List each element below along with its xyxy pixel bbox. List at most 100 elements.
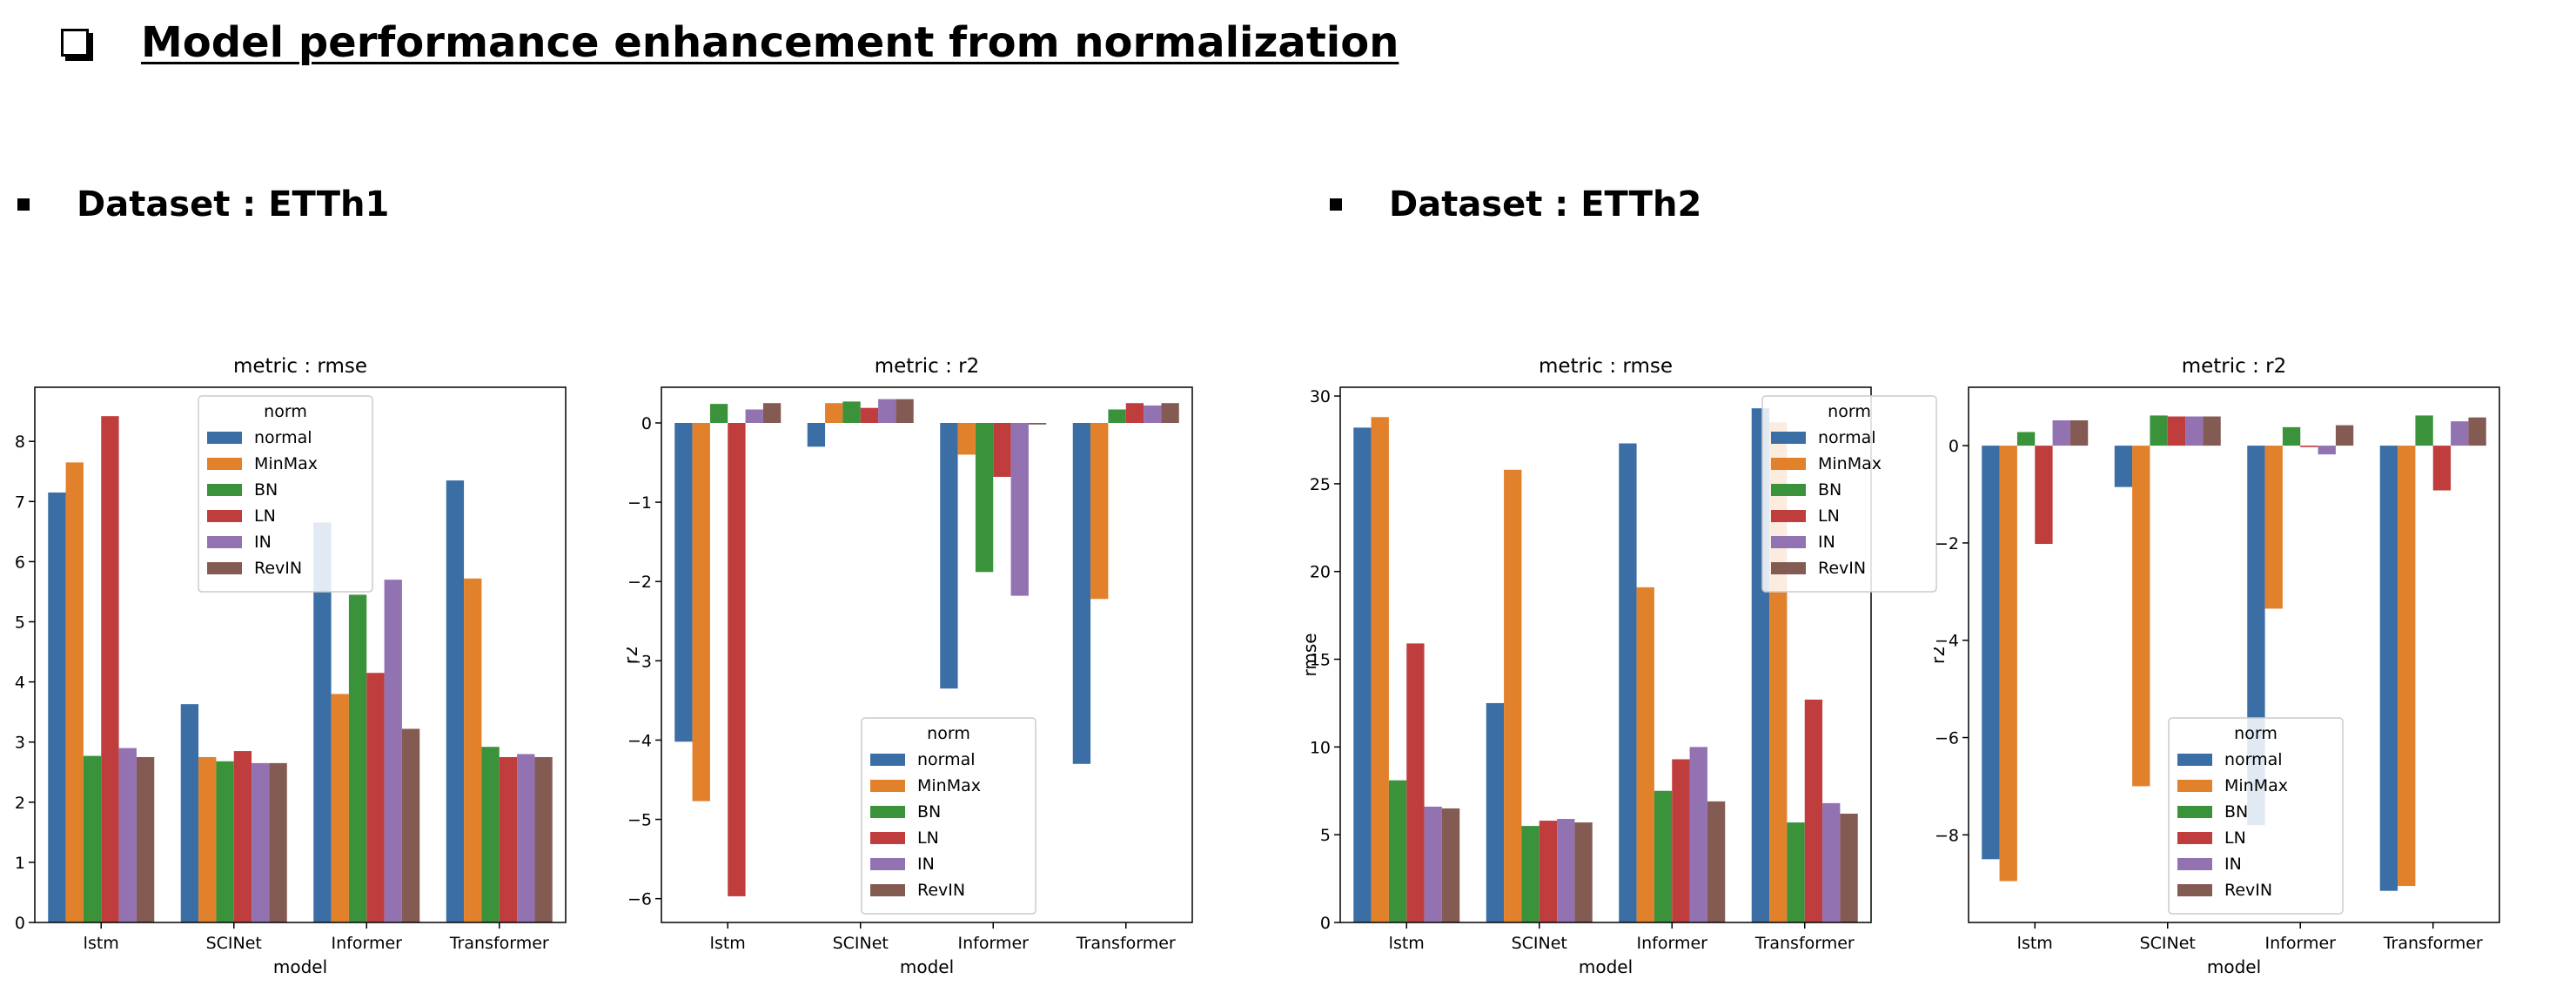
x-tick-label: SCINet xyxy=(206,934,262,953)
legend-swatch-normal xyxy=(2177,754,2212,766)
y-tick-label: −1 xyxy=(627,493,652,513)
x-tick-label: Transformer xyxy=(2383,934,2483,953)
legend-swatch-normal xyxy=(870,754,905,766)
legend-label-IN: IN xyxy=(1818,533,1835,552)
bar-BN-Informer xyxy=(348,594,367,922)
legend: norm normal MinMax BN LN IN RevIN xyxy=(861,717,1036,915)
section-label-etth1: Dataset : ETTh1 xyxy=(77,184,390,225)
y-tick-label: 7 xyxy=(15,493,25,512)
legend-label-MinMax: MinMax xyxy=(917,776,981,795)
bar-LN-Informer xyxy=(1672,759,1690,922)
y-tick-label: 0 xyxy=(15,914,25,933)
section-etth2: Dataset : ETTh2 xyxy=(1330,178,1701,231)
bar-LN-lstm xyxy=(101,416,119,922)
bar-IN-lstm xyxy=(2052,420,2070,446)
legend-swatch-LN xyxy=(870,832,905,844)
bar-LN-Informer xyxy=(993,423,1011,477)
legend: norm normal MinMax BN LN IN RevIN xyxy=(2168,717,2344,915)
bar-RevIN-Informer xyxy=(2335,425,2354,446)
chart-svg: metric : rmse 0 1 2 3 4 5 6 7 8 lstm SCINet Informer… xyxy=(15,355,567,977)
bar-IN-lstm xyxy=(1424,806,1442,922)
bar-IN-Transformer xyxy=(1822,802,1841,922)
legend-label-normal: normal xyxy=(917,750,976,769)
bar-LN-SCINet xyxy=(233,751,252,922)
legend-swatch-BN xyxy=(1771,484,1806,496)
legend-label-MinMax: MinMax xyxy=(254,454,318,473)
y-tick-label: −4 xyxy=(627,731,652,750)
chart-etth2-r2: metric : r2 −8 −6 −4 −2 0 lstm SCINet Informer Tr… xyxy=(1934,339,2569,1001)
legend-label-LN: LN xyxy=(2224,828,2246,848)
bar-RevIN-Informer xyxy=(1028,423,1047,425)
x-tick-label: Transformer xyxy=(449,934,549,953)
y-tick-label: −5 xyxy=(627,811,652,830)
bar-LN-SCINet xyxy=(2167,416,2186,446)
bar-RevIN-Informer xyxy=(401,728,420,922)
bar-LN-Transformer xyxy=(2432,446,2452,491)
legend-swatch-IN xyxy=(1771,536,1806,548)
chart-title: metric : r2 xyxy=(2182,355,2287,378)
legend-swatch-LN xyxy=(2177,832,2212,844)
legend-label-RevIN: RevIN xyxy=(1818,559,1866,578)
bar-MinMax-lstm xyxy=(65,462,84,922)
legend-label-RevIN: RevIN xyxy=(917,881,965,900)
legend-swatch-RevIN xyxy=(870,884,905,896)
legend-label-IN: IN xyxy=(254,533,272,552)
y-tick-label: −3 xyxy=(627,652,652,671)
legend-title: norm xyxy=(2234,724,2277,743)
bar-RevIN-lstm xyxy=(762,403,782,423)
y-tick-label: −6 xyxy=(627,890,652,909)
bar-MinMax-SCINet xyxy=(1504,469,1522,922)
y-tick-label: 6 xyxy=(15,553,25,572)
legend-swatch-normal xyxy=(1771,432,1806,444)
x-axis-label: model xyxy=(273,956,327,977)
legend-swatch-BN xyxy=(870,806,905,818)
legend: norm normal MinMax BN LN IN RevIN xyxy=(1761,395,1937,593)
legend-swatch-RevIN xyxy=(1771,562,1806,574)
x-axis-label: model xyxy=(900,956,954,977)
y-tick-label: 1 xyxy=(15,854,25,873)
bar-RevIN-Transformer xyxy=(1840,813,1858,922)
legend-swatch-MinMax xyxy=(870,780,905,792)
legend-swatch-LN xyxy=(1771,510,1806,522)
bar-LN-lstm xyxy=(1406,643,1425,922)
legend-swatch-IN xyxy=(207,536,242,548)
y-tick-label: −8 xyxy=(1935,826,1959,845)
legend-swatch-IN xyxy=(870,858,905,870)
bar-RevIN-SCINet xyxy=(896,399,914,423)
y-tick-label: −2 xyxy=(627,573,652,592)
y-axis-label: rmse xyxy=(1305,633,1320,676)
bar-normal-Transformer xyxy=(2379,446,2398,891)
x-tick-label: lstm xyxy=(2017,934,2053,953)
legend-label-BN: BN xyxy=(254,480,278,500)
bar-IN-Transformer xyxy=(1144,405,1162,423)
bar-MinMax-lstm xyxy=(1999,446,2017,882)
bar-RevIN-lstm xyxy=(1441,808,1460,922)
bar-BN-lstm xyxy=(709,404,728,423)
chart-etth2-rmse: metric : rmse 0 5 10 15 20 25 30 lstm SCINet Infor… xyxy=(1305,339,1941,1001)
bar-MinMax-SCINet xyxy=(825,403,843,423)
bar-IN-Informer xyxy=(2318,446,2336,455)
bar-LN-SCINet xyxy=(1539,821,1558,922)
legend-swatch-normal xyxy=(207,432,242,444)
bar-IN-Informer xyxy=(1689,747,1707,922)
bar-normal-lstm xyxy=(1982,446,2000,860)
bar-normal-SCINet xyxy=(2114,446,2133,487)
chart-svg: metric : r2 −6 −5 −4 −3 −2 −1 0 lstm SCINet Inform… xyxy=(627,355,1193,977)
bar-BN-SCINet xyxy=(216,761,234,922)
bar-RevIN-lstm xyxy=(2070,420,2089,446)
bar-IN-Transformer xyxy=(517,754,535,922)
y-tick-label: 15 xyxy=(1310,651,1331,670)
bar-BN-Transformer xyxy=(481,747,500,922)
y-tick-label: 4 xyxy=(15,674,25,693)
legend: norm normal MinMax BN LN IN RevIN xyxy=(198,395,373,593)
bar-BN-lstm xyxy=(2016,432,2036,446)
legend-label-MinMax: MinMax xyxy=(2224,776,2288,795)
bar-BN-Informer xyxy=(2282,426,2301,446)
bar-LN-lstm xyxy=(728,423,746,896)
y-tick-label: 30 xyxy=(1310,387,1331,406)
bar-RevIN-SCINet xyxy=(269,762,287,922)
bar-LN-Informer xyxy=(2300,446,2318,447)
y-tick-label: 0 xyxy=(1320,914,1331,933)
plot-frame xyxy=(661,386,1193,923)
square-bullet-icon xyxy=(1330,198,1342,211)
